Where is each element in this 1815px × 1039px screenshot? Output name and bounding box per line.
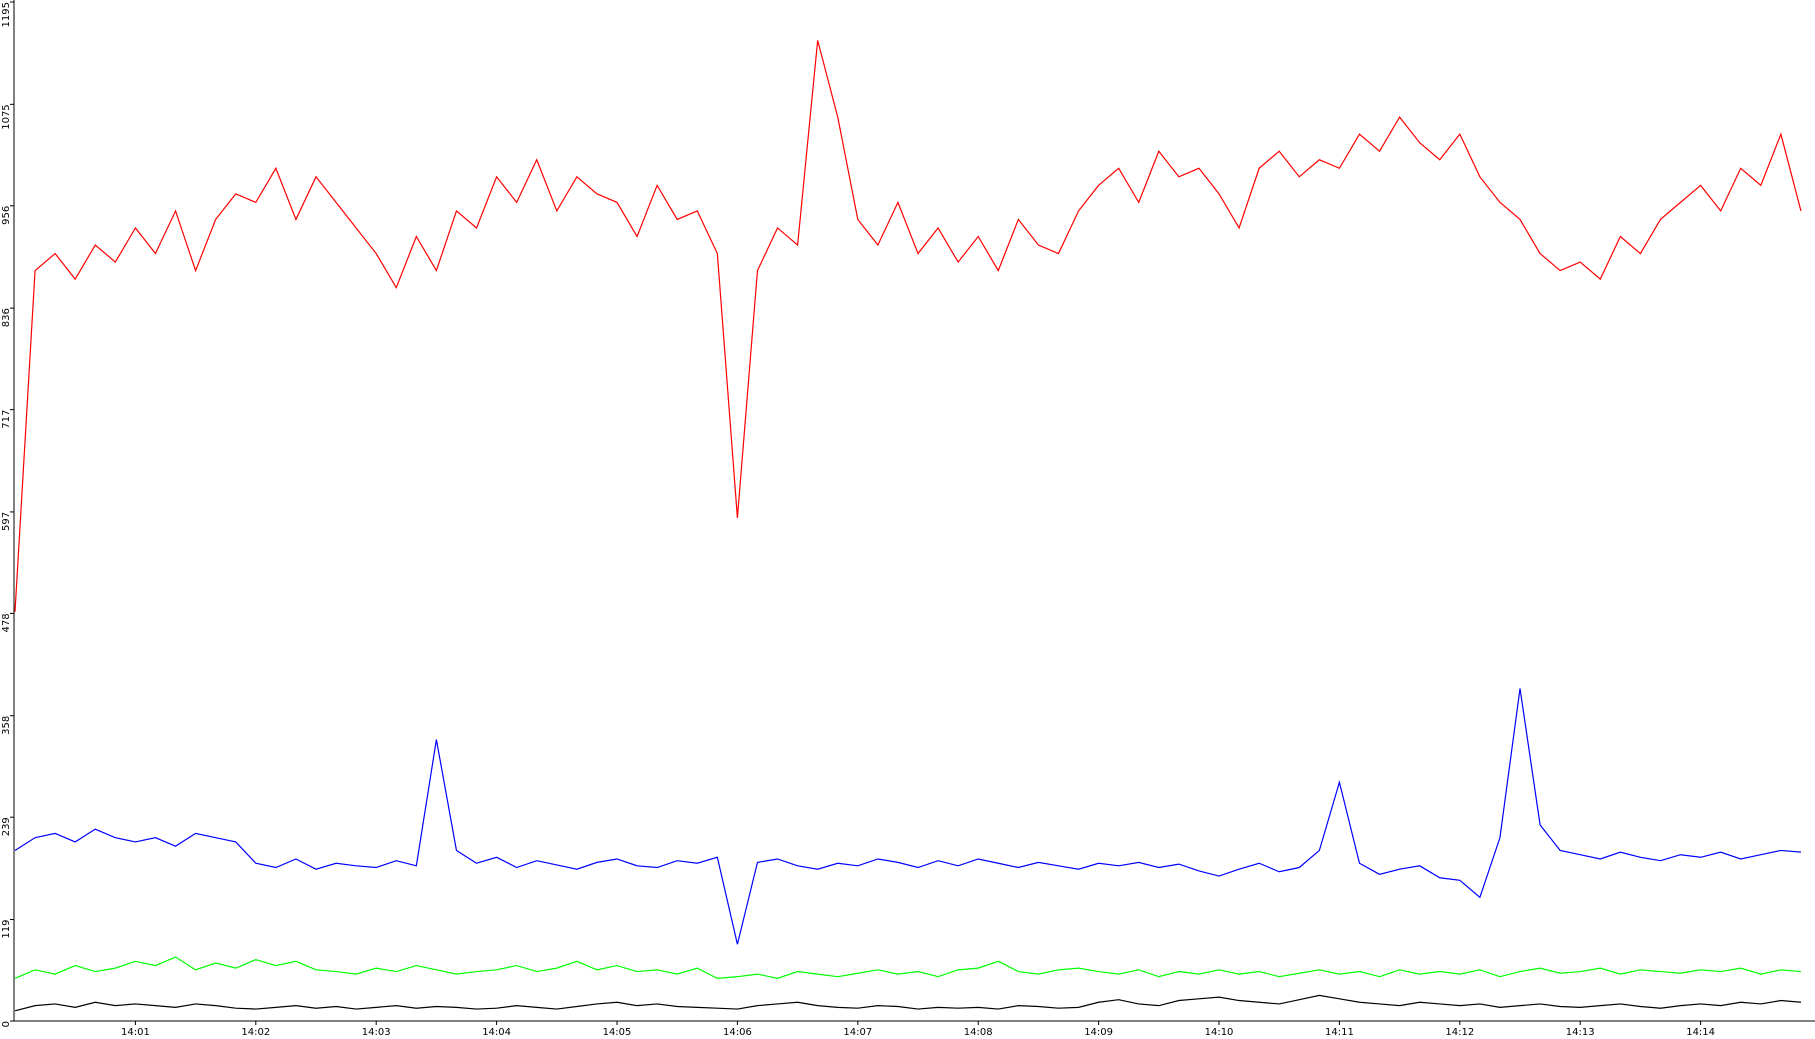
x-tick-label: 14:06 (723, 1027, 752, 1038)
y-tick-label: 0 (1, 1021, 12, 1027)
x-tick-label: 14:01 (121, 1027, 150, 1038)
x-tick-label: 14:07 (843, 1027, 872, 1038)
x-tick-label: 14:10 (1205, 1027, 1234, 1038)
x-tick-label: 14:02 (241, 1027, 270, 1038)
x-tick-label: 14:03 (362, 1027, 391, 1038)
x-tick-label: 14:08 (964, 1027, 993, 1038)
y-tick-label: 119 (1, 920, 12, 939)
line-series (14, 994, 1802, 1012)
y-tick-label: 478 (1, 613, 12, 632)
y-tick-label: 836 (1, 308, 12, 327)
x-tick-label: 14:09 (1084, 1027, 1113, 1038)
y-tick-label: 597 (1, 512, 12, 531)
x-tick-label: 14:11 (1325, 1027, 1354, 1038)
y-tick-label: 717 (1, 410, 12, 429)
y-tick-label: 956 (1, 206, 12, 225)
y-tick-label: 1195 (1, 2, 12, 27)
y-tick-label: 239 (1, 817, 12, 836)
y-tick-label: 1075 (1, 104, 12, 129)
y-tick-label: 358 (1, 716, 12, 735)
x-tick-label: 14:13 (1566, 1027, 1595, 1038)
line-series (14, 956, 1802, 979)
x-tick-label: 14:14 (1686, 1027, 1715, 1038)
x-tick-label: 14:04 (482, 1027, 511, 1038)
line-series (14, 40, 1802, 612)
line-series (14, 688, 1802, 945)
x-tick-label: 14:12 (1445, 1027, 1474, 1038)
x-tick-label: 14:05 (603, 1027, 632, 1038)
